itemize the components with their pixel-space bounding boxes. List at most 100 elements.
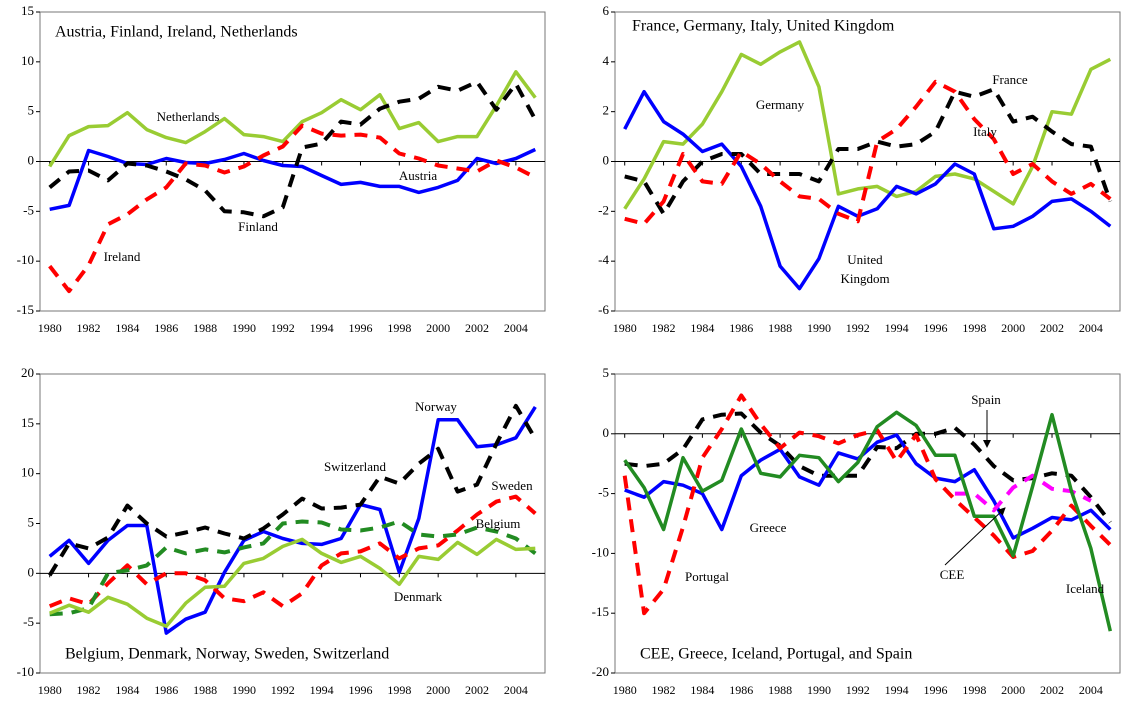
- series-line: [48, 123, 537, 294]
- series-line: [48, 70, 537, 168]
- series-line: [623, 410, 1113, 632]
- plot-frame: [614, 373, 1121, 674]
- panel: -15 -10 -5 0 5 10 15 1980 1982 1984 1986 1988 1990 19…: [17, 3, 546, 335]
- series-label: France: [992, 72, 1028, 87]
- series-label: Switzerland: [324, 459, 387, 474]
- y-tick-label: -5: [23, 202, 34, 217]
- x-tick-label: 1984: [690, 683, 714, 697]
- y-tick-label: 2: [603, 103, 610, 118]
- x-tick-label: 1994: [885, 683, 909, 697]
- y-tick-label: 0: [28, 152, 35, 167]
- panel-title: Belgium, Denmark, Norway, Sweden, Switze…: [65, 646, 389, 663]
- y-tick-label: 20: [21, 365, 34, 380]
- x-tick-label: 1996: [348, 683, 372, 697]
- x-tick-label: 1984: [690, 321, 714, 335]
- y-tick-label: 10: [21, 465, 34, 480]
- series-line: [47, 403, 538, 577]
- x-tick-label: 2002: [1040, 321, 1064, 335]
- y-tick-label: -4: [598, 252, 609, 267]
- y-tick-label: -6: [598, 302, 609, 317]
- y-tick-label: 10: [21, 53, 34, 68]
- panel-title: France, Germany, Italy, United Kingdom: [632, 18, 895, 35]
- x-tick-label: 2000: [1001, 683, 1025, 697]
- series-label: Italy: [973, 124, 997, 139]
- panel-title: Austria, Finland, Ireland, Netherlands: [55, 24, 298, 41]
- series-label: CEE: [940, 567, 965, 582]
- x-tick-label: 1980: [38, 683, 62, 697]
- y-tick-label: -10: [592, 544, 609, 559]
- x-tick-label: 1994: [310, 683, 334, 697]
- series-line: [623, 40, 1112, 210]
- panel-title: CEE, Greece, Iceland, Portugal, and Spai…: [640, 646, 912, 663]
- x-tick-label: 1990: [232, 683, 256, 697]
- x-tick-label: 1986: [154, 683, 178, 697]
- series-line: [624, 87, 1113, 216]
- y-tick-label: 0: [603, 425, 610, 440]
- y-tick-label: 15: [21, 415, 34, 430]
- x-tick-label: 1994: [310, 321, 334, 335]
- x-tick-label: 1980: [613, 683, 637, 697]
- arrow: [944, 507, 1006, 566]
- series-label: Portugal: [685, 569, 729, 584]
- series-label: United Kingdom: [840, 252, 889, 286]
- x-tick-label: 1996: [923, 321, 947, 335]
- x-tick-label: 1986: [729, 683, 753, 697]
- y-tick-label: 6: [603, 3, 610, 18]
- series-label: Germany: [756, 97, 805, 112]
- x-tick-label: 1984: [115, 321, 139, 335]
- y-tick-label: 0: [603, 152, 610, 167]
- y-tick-label: -2: [598, 202, 609, 217]
- x-tick-label: 1992: [846, 321, 870, 335]
- x-tick-label: 1992: [846, 683, 870, 697]
- series-line: [49, 537, 536, 628]
- x-tick-label: 1992: [271, 683, 295, 697]
- x-tick-label: 2000: [1001, 321, 1025, 335]
- x-tick-label: 1996: [923, 683, 947, 697]
- x-tick-label: 1984: [115, 683, 139, 697]
- series-label: Austria: [399, 168, 438, 183]
- series-label: Finland: [238, 219, 278, 234]
- x-tick-label: 1996: [348, 321, 372, 335]
- x-tick-label: 1982: [652, 321, 676, 335]
- series-label: Belgium: [476, 516, 521, 531]
- x-tick-label: 2004: [504, 683, 528, 697]
- x-tick-label: 1986: [154, 321, 178, 335]
- y-tick-label: 0: [28, 564, 35, 579]
- series-line: [48, 79, 538, 219]
- x-tick-label: 2004: [1079, 683, 1103, 697]
- y-tick-label: -10: [17, 664, 34, 679]
- x-tick-label: 1986: [729, 321, 753, 335]
- y-tick-label: 4: [603, 53, 610, 68]
- series-line: [954, 473, 1092, 513]
- series-line: [624, 433, 1112, 540]
- y-tick-label: 5: [603, 365, 610, 380]
- x-tick-label: 2004: [1079, 321, 1103, 335]
- x-tick-label: 1998: [387, 321, 411, 335]
- series-line: [622, 393, 1112, 616]
- x-tick-label: 1998: [387, 683, 411, 697]
- panel: -6 -4 -2 0 2 4 6 1980 1982 1984 1986 1988 1990 1992 19…: [598, 3, 1121, 335]
- x-tick-label: 1990: [807, 321, 831, 335]
- series-line: [48, 405, 537, 635]
- x-tick-label: 1998: [962, 321, 986, 335]
- y-tick-label: 15: [21, 3, 34, 18]
- series-label: Norway: [415, 399, 457, 414]
- series-label: Denmark: [394, 589, 443, 604]
- series-label: Spain: [971, 392, 1001, 407]
- x-tick-label: 1980: [38, 321, 62, 335]
- series-line: [623, 89, 1112, 291]
- series-label: Iceland: [1066, 581, 1105, 596]
- y-tick-label: 5: [28, 514, 35, 529]
- x-tick-label: 2002: [1040, 683, 1064, 697]
- y-tick-label: -20: [592, 664, 609, 679]
- x-tick-label: 1980: [613, 321, 637, 335]
- x-tick-label: 1982: [77, 683, 101, 697]
- y-tick-label: -15: [17, 302, 34, 317]
- y-tick-label: 5: [28, 103, 35, 118]
- x-tick-label: 1982: [652, 683, 676, 697]
- y-tick-label: -5: [598, 485, 609, 500]
- series-label: Greece: [750, 520, 787, 535]
- x-tick-label: 1982: [77, 321, 101, 335]
- x-tick-label: 1992: [271, 321, 295, 335]
